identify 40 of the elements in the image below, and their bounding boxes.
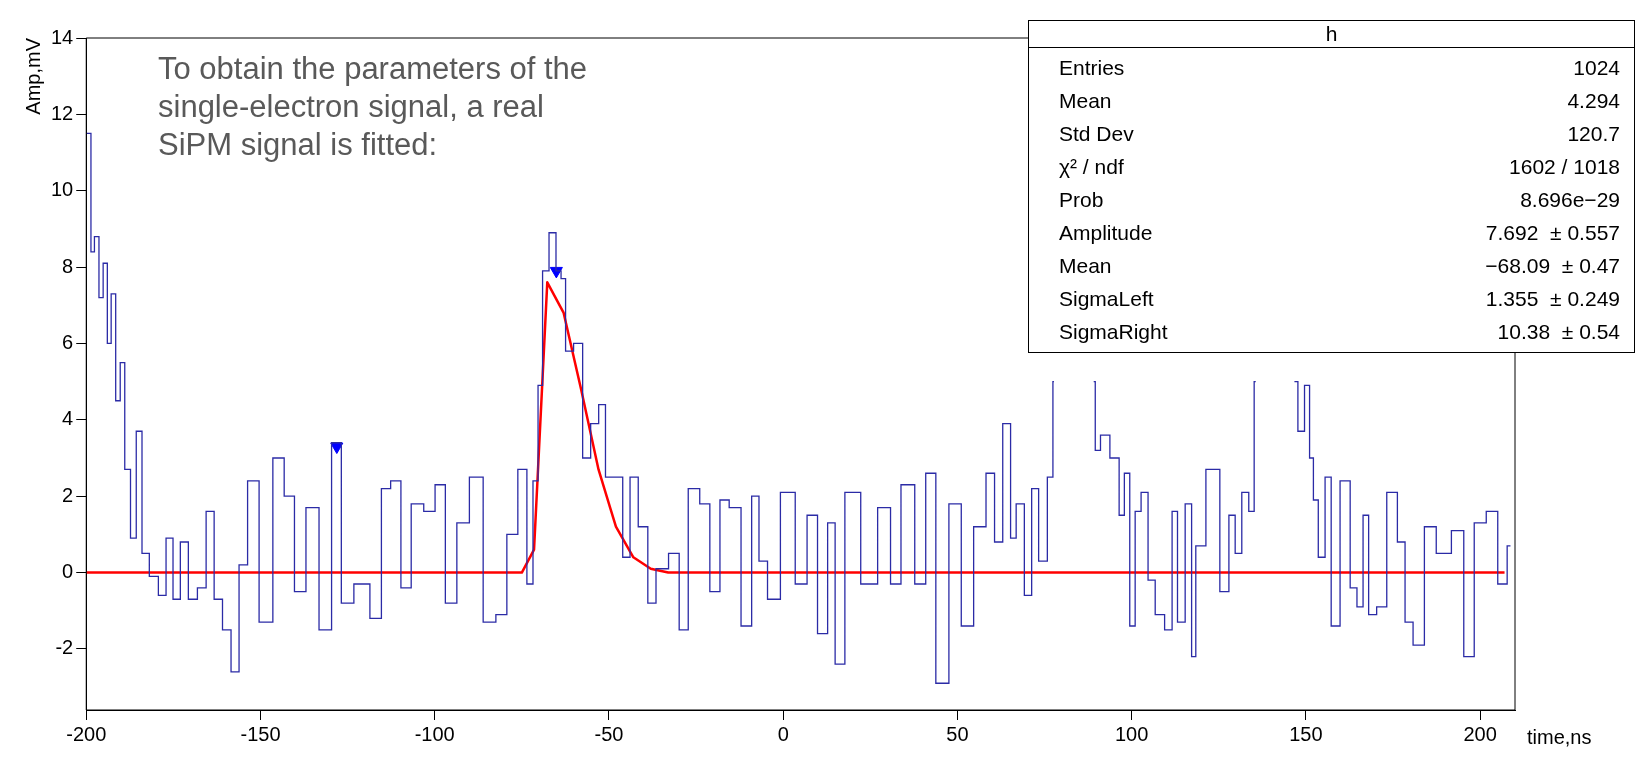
annotation: h: [1029, 21, 1634, 48]
annotation: Amplitude: [1059, 220, 1153, 246]
text: 8.696e−29: [1520, 187, 1620, 213]
y-tick-label: 4: [62, 407, 74, 430]
x-axis-title: time,ns: [1527, 725, 1592, 748]
y-tick-label: 14: [51, 25, 74, 48]
y-tick-label: -2: [55, 636, 74, 659]
x-tick-label: -100: [414, 722, 455, 745]
annotation: Mean: [1059, 88, 1112, 114]
annotation: Std Dev: [1059, 121, 1134, 147]
annotation: SigmaRight: [1059, 319, 1168, 345]
x-tick-label: 150: [1289, 722, 1323, 745]
annotation: χ² / ndf: [1059, 154, 1124, 180]
text: 4.294: [1567, 88, 1620, 114]
annotation: Prob: [1059, 187, 1104, 213]
annotation: SigmaLeft: [1059, 286, 1154, 312]
x-tick-label: 50: [946, 722, 969, 745]
y-tick-label: 0: [62, 560, 74, 583]
annotation: 1.355 ± 0.249: [1485, 286, 1620, 312]
y-tick-label: 6: [62, 330, 74, 353]
annotation: To obtain the parameters of the single-electron signal, a real SiPM signal is fitted:: [158, 50, 589, 164]
annotation: −68.09 ± 0.47: [1485, 253, 1620, 279]
annotation: 10.38 ± 0.54: [1497, 319, 1620, 345]
x-tick-label: 200: [1463, 722, 1497, 745]
y-tick-label: 2: [62, 483, 74, 506]
annotation: Entries: [1059, 55, 1125, 81]
annotation: 1602 / 1018: [1509, 154, 1620, 180]
y-axis-title: Amp,mV: [21, 37, 44, 115]
annotation: 7.692 ± 0.557: [1485, 220, 1620, 246]
y-tick-label: 12: [51, 101, 74, 124]
y-tick-label: 8: [62, 254, 74, 277]
text: 120.7: [1567, 121, 1620, 147]
x-tick-label: 100: [1114, 722, 1149, 745]
x-tick-label: -150: [240, 722, 281, 745]
text: 1024: [1573, 55, 1620, 81]
x-tick-label: 0: [777, 722, 789, 745]
annotation: Mean: [1059, 253, 1112, 279]
x-tick-label: -50: [594, 722, 624, 745]
y-tick-label: 10: [51, 178, 74, 201]
x-tick-label: -200: [66, 722, 107, 745]
